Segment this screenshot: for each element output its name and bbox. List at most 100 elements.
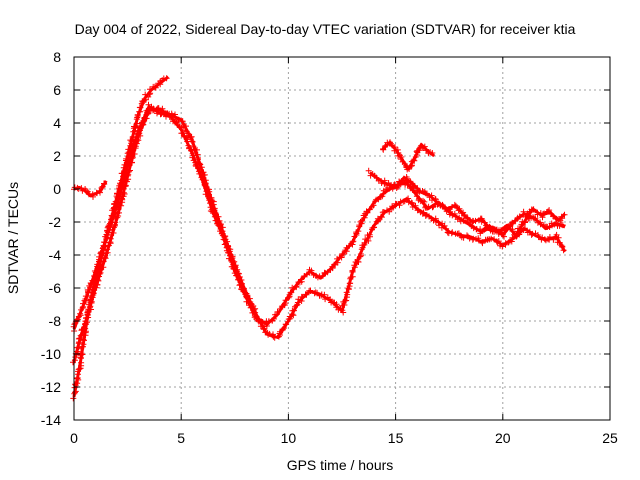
data-point-marker [81,337,87,344]
data-point-marker [137,125,144,132]
data-point-marker [299,294,306,301]
data-point-marker [196,160,203,167]
y-tick-label: 2 [53,148,61,164]
data-point-marker [494,239,501,246]
data-point-marker [381,144,388,150]
data-point-marker [212,210,219,217]
data-point-marker [464,232,470,239]
data-point-marker [409,200,416,207]
data-point-marker [364,209,371,216]
data-point-marker [520,208,527,215]
data-point-marker [280,325,287,332]
data-point-marker [217,223,224,230]
data-point-marker [548,220,555,227]
data-point-marker [408,163,415,170]
data-point-marker [365,167,372,174]
data-point-marker [413,148,420,155]
data-point-marker [146,91,153,98]
data-point-marker [456,205,463,212]
data-point-marker [475,237,482,244]
data-point-marker [354,257,361,263]
data-point-marker [546,234,553,240]
x-tick-label: 0 [70,430,78,446]
data-point-marker [129,133,136,140]
data-point-marker [201,171,208,178]
data-point-marker [88,306,94,313]
data-point-marker [349,267,356,274]
data-point-marker [396,202,403,209]
data-point-marker [412,202,419,209]
data-point-marker [341,251,347,257]
data-point-marker [135,137,142,144]
data-point-marker [97,249,104,256]
data-point-marker [395,181,402,188]
data-point-marker [495,238,502,245]
data-point-marker [137,132,144,139]
data-point-marker [540,211,546,218]
data-point-marker [380,209,387,215]
data-point-marker [224,238,231,245]
data-point-marker [381,180,388,187]
data-point-marker [499,231,506,238]
data-point-marker [147,86,153,93]
data-point-marker [151,83,158,90]
data-point-marker [261,326,267,333]
data-point-marker [522,225,528,232]
data-point-marker [545,208,551,215]
data-point-marker [152,84,159,91]
data-point-marker [131,151,138,157]
data-point-marker [411,157,418,164]
data-point-marker [421,198,428,205]
data-point-marker [147,107,154,114]
data-point-marker [136,104,143,111]
x-tick-label: 15 [388,430,404,446]
data-point-marker [373,174,380,181]
data-point-marker [104,246,111,253]
data-point-marker [371,224,377,231]
data-point-marker [534,211,541,218]
data-point-marker [253,313,260,320]
data-point-marker [405,195,412,202]
series-track-e [365,167,568,240]
data-point-marker [514,232,521,239]
x-axis-label: GPS time / hours [287,457,394,473]
data-point-marker [537,219,544,226]
data-point-marker [89,277,96,284]
data-point-marker [140,118,147,125]
data-point-marker [172,114,179,120]
data-point-marker [351,262,358,269]
data-point-marker [227,246,234,253]
data-point-marker [244,294,251,301]
data-point-marker [188,138,195,145]
data-point-marker [125,171,132,178]
data-point-marker [355,228,362,235]
data-point-marker [202,180,209,187]
data-point-marker [378,180,385,186]
data-point-marker [451,201,458,208]
data-point-marker [79,326,85,333]
data-point-marker [449,229,456,236]
data-point-marker [321,291,328,298]
data-point-marker [308,267,315,274]
data-point-marker [293,302,300,309]
data-point-marker [404,182,411,189]
data-point-marker [77,310,84,317]
data-point-marker [118,202,125,209]
series-track-d [70,105,567,366]
data-point-marker [106,223,113,230]
data-point-marker [194,146,200,153]
data-point-marker [95,277,102,284]
data-point-marker [343,289,350,296]
data-point-marker [509,220,516,227]
data-point-marker [307,288,314,294]
data-point-marker [94,276,101,283]
data-point-marker [74,344,81,351]
data-point-marker [429,197,435,204]
data-point-marker [451,210,458,217]
data-point-marker [114,210,121,217]
data-point-marker [357,253,364,260]
data-point-marker [274,308,281,315]
data-point-marker [420,209,427,216]
axis-ticks: 0 5 10 15 20 25 -14 -12 -10 -8 -6 -4 -2 0 2 4 6 8 [41,49,618,446]
